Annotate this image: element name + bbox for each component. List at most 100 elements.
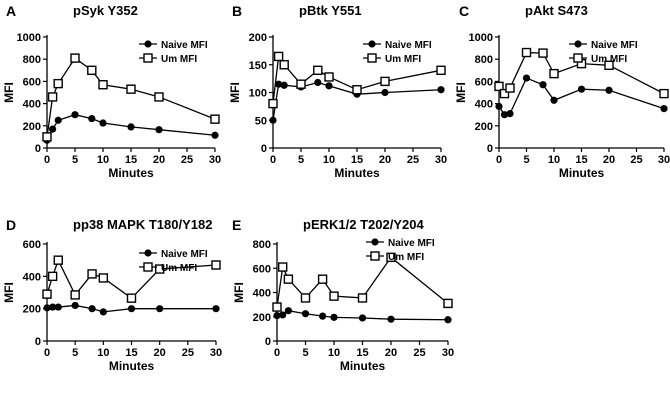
legend-naive-marker <box>368 40 376 48</box>
y-axis-label: MFI <box>454 82 468 103</box>
x-tick-label: 30 <box>658 154 670 166</box>
naive-data-point <box>54 303 62 311</box>
y-tick-label: 150 <box>249 60 267 72</box>
naive-data-point <box>54 116 62 124</box>
x-tick-label: 10 <box>328 347 340 359</box>
x-tick-label: 0 <box>44 154 50 166</box>
naive-data-point <box>506 109 514 118</box>
x-axis-label: Minutes <box>109 359 155 373</box>
naive-data-point <box>522 74 531 82</box>
um-data-point <box>98 273 109 283</box>
x-tick-label: 15 <box>351 154 363 166</box>
x-tick-label: 20 <box>603 154 615 166</box>
legend-label: Naive MFI <box>591 40 638 51</box>
naive-data-point <box>358 314 367 322</box>
um-data-point <box>538 48 548 58</box>
x-tick-label: 0 <box>274 347 280 359</box>
naive-data-point <box>49 303 57 311</box>
um-data-point <box>386 252 396 263</box>
x-tick-label: 30 <box>435 154 447 166</box>
um-data-point <box>494 81 504 92</box>
y-tick-label: 200 <box>23 304 41 316</box>
naive-data-point <box>279 311 287 319</box>
x-tick-label: 30 <box>442 347 454 359</box>
um-data-point <box>296 79 306 89</box>
y-tick-label: 600 <box>23 239 41 251</box>
um-data-point <box>300 293 311 303</box>
legend-naive-marker <box>371 238 379 246</box>
um-data-point <box>47 271 58 282</box>
x-tick-label: 20 <box>379 154 391 166</box>
y-axis-label: MFI <box>2 282 16 303</box>
x-tick-label: 10 <box>548 154 560 166</box>
um-data-point <box>210 114 220 124</box>
x-tick-label: 15 <box>356 347 368 359</box>
naive-data-point <box>155 126 163 134</box>
y-tick-label: 0 <box>261 143 267 155</box>
x-tick-label: 15 <box>125 154 137 166</box>
legend-label: Um MFI <box>385 54 421 65</box>
x-tick-label: 5 <box>523 154 529 166</box>
naive-data-point <box>156 305 164 313</box>
y-tick-label: 1000 <box>17 32 41 44</box>
x-tick-label: 30 <box>210 347 222 359</box>
um-data-point <box>268 98 278 109</box>
legend-um-marker <box>143 262 153 272</box>
x-tick-label: 15 <box>575 154 587 166</box>
naive-data-point <box>319 312 327 320</box>
um-data-point <box>357 293 368 303</box>
naive-data-point <box>381 88 389 97</box>
x-tick-label: 25 <box>413 347 425 359</box>
x-tick-label: 20 <box>154 347 166 359</box>
naive-data-point <box>550 96 558 104</box>
legend-label: Naive MFI <box>161 249 208 260</box>
y-tick-label: 200 <box>475 121 493 133</box>
naive-data-point <box>325 82 333 90</box>
y-tick-label: 50 <box>255 115 267 127</box>
legend-um-marker <box>143 53 153 63</box>
legend-naive-marker <box>144 40 152 48</box>
naive-data-point <box>127 305 136 313</box>
naive-data-point <box>314 78 322 87</box>
um-data-point <box>549 68 559 79</box>
naive-data-point <box>211 131 219 139</box>
um-data-point <box>436 65 446 76</box>
um-data-point <box>53 255 63 265</box>
x-axis-label: Minutes <box>108 166 154 180</box>
chart-title: pAkt S473 <box>525 3 588 18</box>
y-tick-label: 1000 <box>469 32 493 44</box>
um-data-point <box>70 290 80 300</box>
legend-label: Naive MFI <box>161 40 208 51</box>
x-tick-label: 5 <box>302 347 308 359</box>
y-tick-label: 0 <box>35 143 41 155</box>
legend-naive-marker <box>144 249 152 257</box>
y-tick-label: 200 <box>253 312 271 324</box>
naive-data-point <box>284 307 292 315</box>
y-tick-label: 200 <box>23 121 41 133</box>
y-tick-label: 600 <box>253 263 271 275</box>
naive-data-point <box>71 111 79 119</box>
x-tick-label: 15 <box>125 347 137 359</box>
naive-data-point <box>605 86 613 94</box>
um-data-point <box>279 60 289 70</box>
naive-data-point <box>577 85 586 93</box>
y-tick-label: 200 <box>249 32 267 44</box>
um-data-point <box>505 83 515 93</box>
naive-data-point <box>273 311 281 320</box>
panel-letter: C <box>459 3 469 19</box>
um-data-point <box>313 65 323 76</box>
x-tick-label: 25 <box>182 347 194 359</box>
x-axis-label: Minutes <box>340 359 386 373</box>
um-data-point <box>53 78 63 89</box>
x-tick-label: 10 <box>97 347 109 359</box>
y-tick-label: 0 <box>265 336 271 348</box>
x-tick-label: 0 <box>44 347 50 359</box>
naive-data-point <box>660 104 668 113</box>
um-data-point <box>126 84 136 94</box>
x-tick-label: 25 <box>181 154 193 166</box>
x-tick-label: 5 <box>72 154 78 166</box>
